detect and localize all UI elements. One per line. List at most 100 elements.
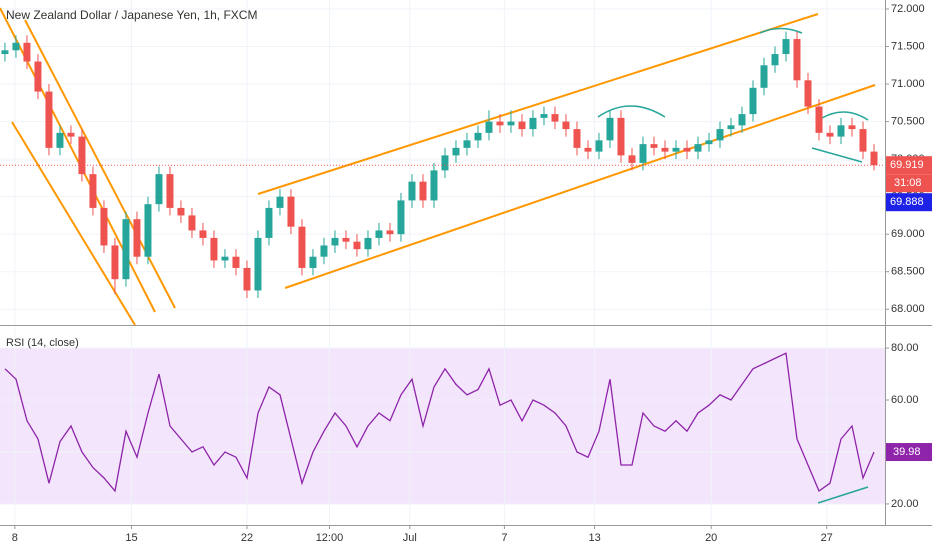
candle-body — [254, 237, 262, 291]
candle-body — [221, 256, 229, 261]
candle-body — [540, 114, 548, 118]
candle-body — [419, 181, 427, 201]
candle-body — [386, 230, 394, 235]
x-tick-label: Jul — [403, 532, 417, 544]
candle-body — [474, 132, 482, 141]
candle-body — [320, 245, 328, 257]
candle-body — [661, 147, 669, 152]
candle-body — [639, 144, 647, 163]
arc — [759, 27, 803, 34]
candle-body — [100, 207, 108, 246]
candle-body — [650, 144, 658, 148]
candle-body — [353, 241, 361, 250]
x-tick-label: 12:00 — [316, 532, 344, 544]
bid-label: 69.888 — [890, 196, 924, 208]
candle-body — [133, 219, 141, 257]
x-tick-label: 20 — [705, 532, 717, 544]
candle-body — [1, 50, 9, 55]
candle-body — [89, 174, 97, 208]
countdown-bg — [886, 174, 932, 193]
candle-body — [760, 65, 768, 88]
countdown: 31:08 — [894, 177, 922, 189]
candle-body — [595, 140, 603, 152]
candle-body — [573, 129, 581, 148]
candle-body — [551, 114, 559, 122]
candle-body — [870, 151, 878, 166]
y-tick-label: 68.000 — [891, 303, 925, 315]
trend-line — [24, 19, 176, 309]
y-tick-label: 71.000 — [891, 78, 925, 90]
candle-body — [111, 245, 119, 280]
candle-body — [342, 237, 350, 242]
candle-body — [210, 237, 218, 261]
candle-body — [12, 42, 20, 51]
candle-body — [672, 147, 680, 152]
candle-body — [727, 125, 735, 130]
y-tick-label: 20.00 — [891, 498, 919, 510]
divergence-line — [817, 486, 869, 504]
candle-body — [67, 132, 75, 137]
chart-title: New Zealand Dollar / Japanese Yen, 1h, F… — [6, 8, 257, 22]
candle-body — [815, 106, 823, 133]
divergence-line — [811, 147, 863, 163]
candle-body — [34, 61, 42, 92]
candle-body — [529, 117, 537, 130]
rsi-line — [4, 352, 875, 493]
candle-body — [738, 114, 746, 126]
candle-body — [243, 267, 251, 291]
rsi-label-bg — [886, 443, 932, 462]
candle-body — [56, 132, 64, 148]
candle-body — [496, 121, 504, 126]
candle-body — [331, 237, 339, 246]
trend-line — [257, 13, 819, 195]
candle-body — [837, 125, 845, 137]
candle-body — [848, 125, 856, 130]
candle-body — [793, 39, 801, 81]
candle-body — [749, 87, 757, 115]
candle-body — [287, 196, 295, 227]
y-tick-label: 70.500 — [891, 115, 925, 127]
y-tick-label: 69.000 — [891, 228, 925, 240]
candle-body — [617, 117, 625, 156]
candle-body — [309, 256, 317, 268]
candle-body — [78, 136, 86, 175]
x-tick-label: 7 — [501, 532, 507, 544]
candle-body — [441, 155, 449, 171]
x-tick-label: 15 — [125, 532, 137, 544]
y-tick-label: 72.000 — [891, 3, 925, 15]
y-tick-label: 60.00 — [891, 394, 919, 406]
candle-body — [716, 129, 724, 141]
candle-body — [199, 230, 207, 238]
candle-body — [276, 196, 284, 208]
candle-body — [463, 140, 471, 148]
candle-body — [166, 174, 174, 208]
candle-body — [188, 215, 196, 231]
candle-body — [177, 207, 185, 216]
rsi-band — [0, 348, 885, 504]
layer: 8 15 22 12:00 Jul 7 13 20 27 72.000 71.500 71.000 70… — [0, 3, 932, 544]
price-label: 69.919 — [890, 159, 924, 171]
candle-body — [771, 54, 779, 66]
candle-body — [485, 121, 493, 133]
candle-body — [859, 129, 867, 152]
candle-body — [507, 121, 515, 126]
x-tick-label: 8 — [12, 532, 18, 544]
candle-body — [628, 155, 636, 163]
candle-body — [562, 121, 570, 130]
x-tick-label: 22 — [241, 532, 253, 544]
price-label-bg — [886, 156, 932, 175]
candle-body — [518, 121, 526, 130]
y-tick-label: 80.00 — [891, 342, 919, 354]
x-tick-label: 27 — [821, 532, 833, 544]
bid-label-bg — [886, 193, 932, 212]
candle-body — [265, 207, 273, 238]
candle-body — [375, 230, 383, 238]
candle-body — [364, 237, 372, 250]
candle-body — [155, 174, 163, 205]
candle-body — [23, 42, 31, 62]
candle-body — [804, 80, 812, 107]
y-tick-label: 68.500 — [891, 266, 925, 278]
candle-body — [694, 144, 702, 152]
candle-body — [826, 132, 834, 137]
candle-body — [122, 219, 130, 280]
